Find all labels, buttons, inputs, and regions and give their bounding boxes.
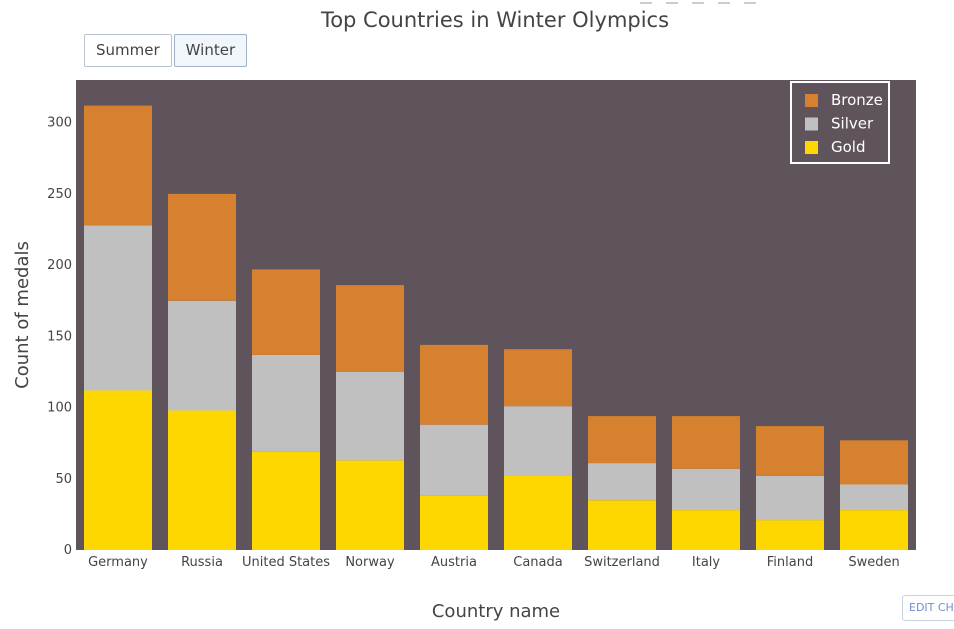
bar-bronze-norway[interactable] [336, 285, 404, 372]
bar-bronze-sweden[interactable] [840, 440, 908, 485]
modebar-icon[interactable] [692, 0, 704, 4]
bar-gold-austria[interactable] [420, 495, 488, 550]
bar-bronze-germany[interactable] [84, 105, 152, 226]
x-tick-label: Norway [345, 555, 395, 570]
y-tick-label: 200 [47, 258, 72, 273]
x-tick-label: Canada [513, 555, 562, 570]
legend-swatch-bronze[interactable] [805, 94, 818, 107]
legend[interactable]: Bronze Silver Gold [790, 81, 890, 164]
bar-bronze-finland[interactable] [756, 426, 824, 476]
legend-swatch-gold[interactable] [805, 141, 818, 154]
bar-silver-germany[interactable] [84, 225, 152, 391]
bar-gold-sweden[interactable] [840, 510, 908, 550]
bar-bronze-switzerland[interactable] [588, 416, 656, 464]
chart-title: Top Countries in Winter Olympics [320, 8, 670, 32]
bar-silver-sweden[interactable] [840, 484, 908, 511]
legend-box [790, 81, 890, 164]
bar-silver-italy[interactable] [672, 468, 740, 511]
bar-silver-austria[interactable] [420, 424, 488, 496]
y-axis-title: Count of medals [12, 241, 33, 389]
bar-silver-norway[interactable] [336, 372, 404, 461]
bar-bronze-united-states[interactable] [252, 269, 320, 355]
modebar-icon[interactable] [640, 0, 652, 4]
bar-bronze-russia[interactable] [168, 193, 236, 301]
edit-chart-button[interactable]: EDIT CHART [902, 595, 954, 621]
x-tick-label: Finland [767, 555, 813, 570]
legend-label-gold[interactable]: Gold [831, 138, 866, 156]
bar-gold-united-states[interactable] [252, 451, 320, 550]
x-tick-label: United States [242, 555, 330, 570]
bar-gold-italy[interactable] [672, 510, 740, 550]
winter-button[interactable]: Winter [173, 34, 248, 67]
modebar-icon[interactable] [666, 0, 678, 4]
y-tick-label: 150 [47, 329, 72, 344]
bar-silver-switzerland[interactable] [588, 463, 656, 501]
bar-silver-russia[interactable] [168, 300, 236, 411]
bar-gold-germany[interactable] [84, 390, 152, 551]
x-tick-label: Switzerland [584, 555, 660, 570]
bar-gold-switzerland[interactable] [588, 500, 656, 550]
x-tick-label: Austria [431, 555, 477, 570]
summer-button[interactable]: Summer [84, 34, 172, 67]
legend-swatch-silver[interactable] [805, 117, 818, 131]
bar-bronze-canada[interactable] [504, 349, 572, 407]
y-tick-label: 250 [47, 187, 72, 202]
x-tick-label: Sweden [848, 555, 899, 570]
x-axis-title: Country name [432, 601, 560, 622]
bar-gold-norway[interactable] [336, 460, 404, 550]
dataset-toggle: Summer Winter [84, 34, 248, 67]
x-tick-label: Russia [181, 555, 223, 570]
modebar-icon[interactable] [718, 0, 730, 4]
legend-label-silver[interactable]: Silver [831, 115, 874, 133]
legend-label-bronze[interactable]: Bronze [831, 91, 883, 109]
x-tick-label: Germany [88, 555, 148, 570]
bar-silver-united-states[interactable] [252, 354, 320, 452]
y-tick-label: 100 [47, 401, 72, 416]
bar-gold-canada[interactable] [504, 475, 572, 550]
bar-gold-russia[interactable] [168, 410, 236, 550]
bar-bronze-italy[interactable] [672, 416, 740, 469]
bar-silver-canada[interactable] [504, 406, 572, 476]
bar-gold-finland[interactable] [756, 520, 824, 550]
x-tick-label: Italy [692, 555, 721, 570]
x-axis: Germany Russia United States Norway Austria C… [88, 555, 900, 570]
bar-silver-finland[interactable] [756, 475, 824, 521]
y-tick-label: 300 [47, 116, 72, 131]
bar-bronze-austria[interactable] [420, 344, 488, 425]
bars-layer [84, 105, 908, 551]
modebar[interactable] [640, 0, 756, 4]
y-tick-label: 50 [55, 472, 72, 487]
y-tick-label: 0 [64, 543, 72, 558]
y-axis: 0 50 100 150 200 250 300 [47, 116, 72, 558]
modebar-icon[interactable] [744, 0, 756, 4]
